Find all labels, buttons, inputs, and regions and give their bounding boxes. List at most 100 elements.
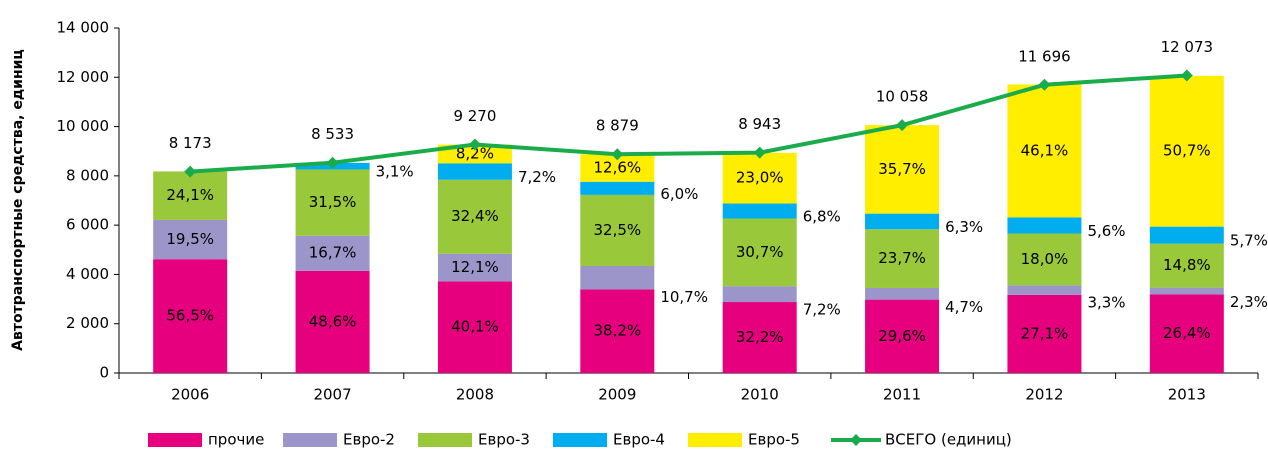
bar-segment: [722, 286, 797, 303]
x-tick-label: 2013: [1168, 386, 1206, 404]
x-tick-label: 2007: [313, 386, 351, 404]
bar-segment: [153, 219, 228, 260]
total-label: 9 270: [453, 107, 496, 125]
legend-swatch: [688, 433, 742, 447]
total-label: 8 879: [596, 117, 639, 135]
data-label: 12,6%: [593, 158, 641, 176]
data-label: 8,2%: [456, 144, 494, 162]
x-tick-label: 2012: [1025, 386, 1063, 404]
data-label: 19,5%: [166, 230, 214, 248]
y-tick-label: 10 000: [57, 117, 110, 135]
data-label: 31,5%: [309, 193, 357, 211]
data-label: 10,7%: [660, 288, 708, 306]
y-tick-label: 6 000: [66, 216, 109, 234]
bar-segment: [580, 194, 655, 267]
data-label: 6,8%: [803, 208, 841, 226]
data-label: 40,1%: [451, 318, 499, 336]
legend-label: Евро-4: [613, 431, 665, 449]
data-label: 5,7%: [1230, 232, 1268, 250]
total-marker: [1038, 78, 1051, 91]
bar-segment: [1149, 287, 1224, 295]
data-label: 3,3%: [1087, 293, 1125, 311]
legend-swatch: [553, 433, 607, 447]
bar-segment: [437, 253, 512, 282]
bar-segment: [865, 299, 940, 373]
total-marker: [326, 156, 339, 169]
total-marker: [468, 138, 481, 151]
data-label: 26,4%: [1163, 324, 1211, 342]
legend-swatch: [283, 433, 337, 447]
y-tick-label: 2 000: [66, 314, 109, 332]
bar-segment: [153, 259, 228, 373]
legend-swatch: [418, 433, 472, 447]
data-label: 12,1%: [451, 258, 499, 276]
x-tick-label: 2006: [171, 386, 209, 404]
total-marker: [611, 148, 624, 161]
y-tick-label: 4 000: [66, 265, 109, 283]
bar-segment: [1149, 226, 1224, 244]
bar-segment: [1149, 294, 1224, 373]
bar-segment: [1149, 75, 1224, 227]
data-label: 3,1%: [376, 163, 414, 181]
bar-segment: [722, 203, 797, 219]
data-label: 2,3%: [1230, 293, 1268, 311]
data-label: 23,0%: [736, 169, 784, 187]
data-label: 14,8%: [1163, 256, 1211, 274]
bar-segment: [437, 281, 512, 373]
bar-segment: [1007, 285, 1082, 295]
data-label: 4,7%: [945, 298, 983, 316]
data-label: 56,5%: [166, 307, 214, 325]
total-marker: [184, 165, 197, 178]
bar-segment: [153, 171, 228, 220]
y-tick-label: 8 000: [66, 166, 109, 184]
x-tick-label: 2010: [741, 386, 779, 404]
y-tick-label: 12 000: [57, 68, 110, 86]
data-label: 29,6%: [878, 327, 926, 345]
total-label: 10 058: [876, 88, 929, 106]
total-marker: [896, 119, 909, 132]
bar-segment: [1007, 217, 1082, 234]
bar-segment: [865, 125, 940, 214]
bar-segment: [722, 302, 797, 373]
x-tick-label: 2011: [883, 386, 921, 404]
data-label: 24,1%: [166, 186, 214, 204]
bar-segment: [295, 270, 370, 373]
total-line: [190, 73, 1187, 174]
data-label: 27,1%: [1021, 324, 1069, 342]
data-label: 32,4%: [451, 207, 499, 225]
data-label: 7,2%: [803, 301, 841, 319]
x-tick-label: 2008: [456, 386, 494, 404]
y-tick-label: 14 000: [57, 19, 110, 37]
bar-segment: [580, 181, 655, 195]
data-label: 46,1%: [1021, 141, 1069, 159]
legend-marker: [850, 434, 862, 446]
legend-label: Евро-2: [343, 431, 395, 449]
bar-segment: [580, 266, 655, 290]
total-marker: [1180, 69, 1193, 82]
total-label: 12 073: [1161, 38, 1214, 56]
bar-segment: [295, 235, 370, 271]
legend-label: ВСЕГО (единиц): [885, 431, 1012, 449]
data-label: 35,7%: [878, 160, 926, 178]
bar-segment: [722, 218, 797, 287]
bar-segment: [1007, 84, 1082, 218]
bar-segment: [1007, 294, 1082, 373]
data-label: 18,0%: [1021, 250, 1069, 268]
bar-segment: [437, 163, 512, 180]
total-marker: [753, 146, 766, 159]
data-label: 7,2%: [518, 168, 556, 186]
bar-segment: [865, 229, 940, 288]
data-label: 38,2%: [593, 322, 641, 340]
bar-segment: [722, 152, 797, 204]
total-label: 8 173: [169, 134, 212, 152]
bar-segment: [865, 213, 940, 230]
data-label: 16,7%: [309, 244, 357, 262]
data-label: 30,7%: [736, 243, 784, 261]
legend-swatch: [148, 433, 202, 447]
bar-segment: [295, 169, 370, 236]
bar-segment: [1149, 243, 1224, 288]
total-label: 8 943: [738, 115, 781, 133]
bar-segment: [865, 287, 940, 300]
data-label: 48,6%: [309, 312, 357, 330]
